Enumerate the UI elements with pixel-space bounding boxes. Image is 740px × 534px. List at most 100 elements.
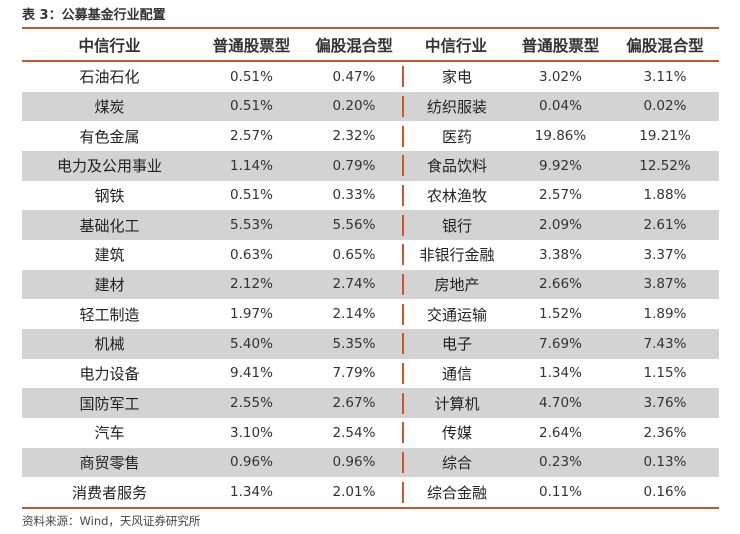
table-row: 基础化工 5.53% 5.56% 银行 2.09% 2.61% [22,210,719,240]
cell-industry-right: 综合金融 [402,481,510,503]
table-row: 机械 5.40% 5.35% 电子 7.69% 7.43% [22,328,719,359]
cell-common-stock-left: 0.51% [230,98,273,115]
cell-industry-right: 计算机 [402,392,510,414]
cell-partial-equity-right: 3.76% [643,395,687,412]
table-row: 轻工制造 1.97% 2.14% 交通运输 1.52% 1.89% [22,299,719,329]
cell-industry-right: 银行 [402,214,510,236]
cell-common-stock-left: 2.12% [230,276,273,293]
cell-common-stock-left: 0.51% [230,68,273,85]
cell-common-stock-right: 0.11% [539,484,582,501]
cell-common-stock-right: 2.66% [539,276,582,293]
cell-common-stock-right: 3.38% [539,246,582,263]
cell-industry-left: 电力设备 [79,364,140,383]
cell-common-stock-right: 0.23% [539,454,582,471]
cell-partial-equity-right: 3.87% [643,276,687,293]
cell-industry-right: 传媒 [402,422,510,444]
cell-industry-right: 纺织服装 [402,95,510,117]
cell-common-stock-left: 0.63% [230,246,273,263]
cell-partial-equity-right: 2.36% [643,424,687,441]
table-row: 汽车 3.10% 2.54% 传媒 2.64% 2.36% [22,418,719,448]
header-common-stock-left: 普通股票型 [212,36,291,55]
table-row: 有色金属 2.57% 2.32% 医药 19.86% 19.21% [22,121,719,151]
cell-common-stock-right: 1.34% [539,365,582,382]
cell-industry-left: 电力及公用事业 [56,157,162,176]
cell-partial-equity-left: 0.47% [332,68,376,85]
cell-partial-equity-right: 3.11% [643,68,687,85]
cell-common-stock-left: 2.57% [230,128,273,145]
cell-industry-left: 煤炭 [94,97,125,116]
cell-common-stock-right: 2.09% [539,217,582,234]
cell-industry-left: 建材 [94,275,125,294]
cell-industry-right: 食品饮料 [402,155,510,177]
cell-industry-left: 轻工制造 [79,305,140,324]
cell-common-stock-right: 9.92% [539,157,582,174]
table-row: 石油石化 0.51% 0.47% 家电 3.02% 3.11% [22,62,719,92]
cell-partial-equity-right: 12.52% [639,157,691,174]
cell-partial-equity-right: 3.37% [643,246,687,263]
cell-common-stock-left: 1.14% [230,157,273,174]
cell-partial-equity-left: 2.74% [332,276,376,293]
cell-common-stock-right: 1.52% [539,306,582,323]
cell-partial-equity-right: 7.43% [643,335,687,352]
cell-common-stock-left: 0.51% [230,187,273,204]
cell-partial-equity-left: 0.65% [332,246,376,263]
source-note: 资料来源：Wind，天风证券研究所 [22,514,201,528]
cell-common-stock-right: 2.64% [539,424,582,441]
cell-industry-left: 钢铁 [94,186,125,205]
industry-allocation-table: 中信行业 普通股票型 偏股混合型 中信行业 普通股票型 偏股混合型 石油石化 0.… [22,27,719,509]
cell-industry-left: 建筑 [94,246,125,265]
cell-industry-left: 商贸零售 [79,453,140,472]
cell-common-stock-right: 7.69% [539,335,582,352]
cell-industry-right: 电子 [402,333,510,355]
cell-common-stock-left: 5.40% [230,335,273,352]
table-row: 电力设备 9.41% 7.79% 通信 1.34% 1.15% [22,359,719,389]
cell-partial-equity-left: 2.54% [332,424,376,441]
cell-common-stock-left: 9.41% [230,365,273,382]
cell-partial-equity-left: 2.32% [332,128,376,145]
cell-partial-equity-left: 2.67% [332,395,376,412]
table-header-row: 中信行业 普通股票型 偏股混合型 中信行业 普通股票型 偏股混合型 [22,29,719,62]
cell-common-stock-left: 5.53% [230,217,273,234]
cell-partial-equity-left: 0.20% [332,98,376,115]
cell-partial-equity-right: 0.02% [643,98,687,115]
cell-common-stock-right: 19.86% [534,128,587,145]
cell-common-stock-left: 2.55% [230,395,273,412]
table-row: 电力及公用事业 1.14% 0.79% 食品饮料 9.92% 12.52% [22,150,719,181]
table-row: 建材 2.12% 2.74% 房地产 2.66% 3.87% [22,269,719,300]
cell-industry-right: 家电 [402,66,510,88]
header-industry-right: 中信行业 [424,36,487,55]
cell-common-stock-right: 3.02% [539,68,582,85]
cell-partial-equity-right: 1.89% [643,306,687,323]
header-common-stock-right: 普通股票型 [521,36,600,55]
cell-common-stock-right: 0.04% [539,98,582,115]
cell-partial-equity-right: 0.13% [643,454,687,471]
cell-industry-left: 国防军工 [79,394,140,413]
cell-partial-equity-left: 5.35% [332,335,376,352]
cell-common-stock-left: 1.34% [230,484,273,501]
cell-industry-right: 交通运输 [402,303,510,325]
table-row: 消费者服务 1.34% 2.01% 综合金融 0.11% 0.16% [22,477,719,507]
cell-partial-equity-left: 0.96% [332,454,376,471]
cell-partial-equity-right: 2.61% [643,217,687,234]
cell-partial-equity-left: 5.56% [332,217,376,234]
cell-industry-left: 有色金属 [79,127,140,146]
cell-partial-equity-right: 1.15% [643,365,687,382]
cell-industry-right: 农林渔牧 [402,184,510,206]
cell-industry-right: 房地产 [402,273,510,295]
cell-partial-equity-left: 0.79% [332,157,376,174]
cell-partial-equity-left: 7.79% [332,365,376,382]
cell-industry-right: 通信 [402,362,510,384]
cell-partial-equity-right: 19.21% [639,128,691,145]
cell-partial-equity-left: 2.14% [332,306,376,323]
header-industry-left: 中信行业 [78,36,141,55]
table-title: 表 3：公募基金行业配置 [22,8,166,23]
table-body: 石油石化 0.51% 0.47% 家电 3.02% 3.11% 煤炭 0.51% 0.20% 纺织… [22,62,719,507]
header-partial-equity-right: 偏股混合型 [626,36,704,55]
cell-industry-left: 消费者服务 [71,483,147,502]
cell-industry-right: 综合 [402,451,510,473]
cell-partial-equity-left: 0.33% [332,187,376,204]
cell-industry-left: 石油石化 [79,68,140,87]
cell-industry-left: 机械 [94,335,125,354]
table-row: 国防军工 2.55% 2.67% 计算机 4.70% 3.76% [22,388,719,418]
table-row: 商贸零售 0.96% 0.96% 综合 0.23% 0.13% [22,447,719,478]
